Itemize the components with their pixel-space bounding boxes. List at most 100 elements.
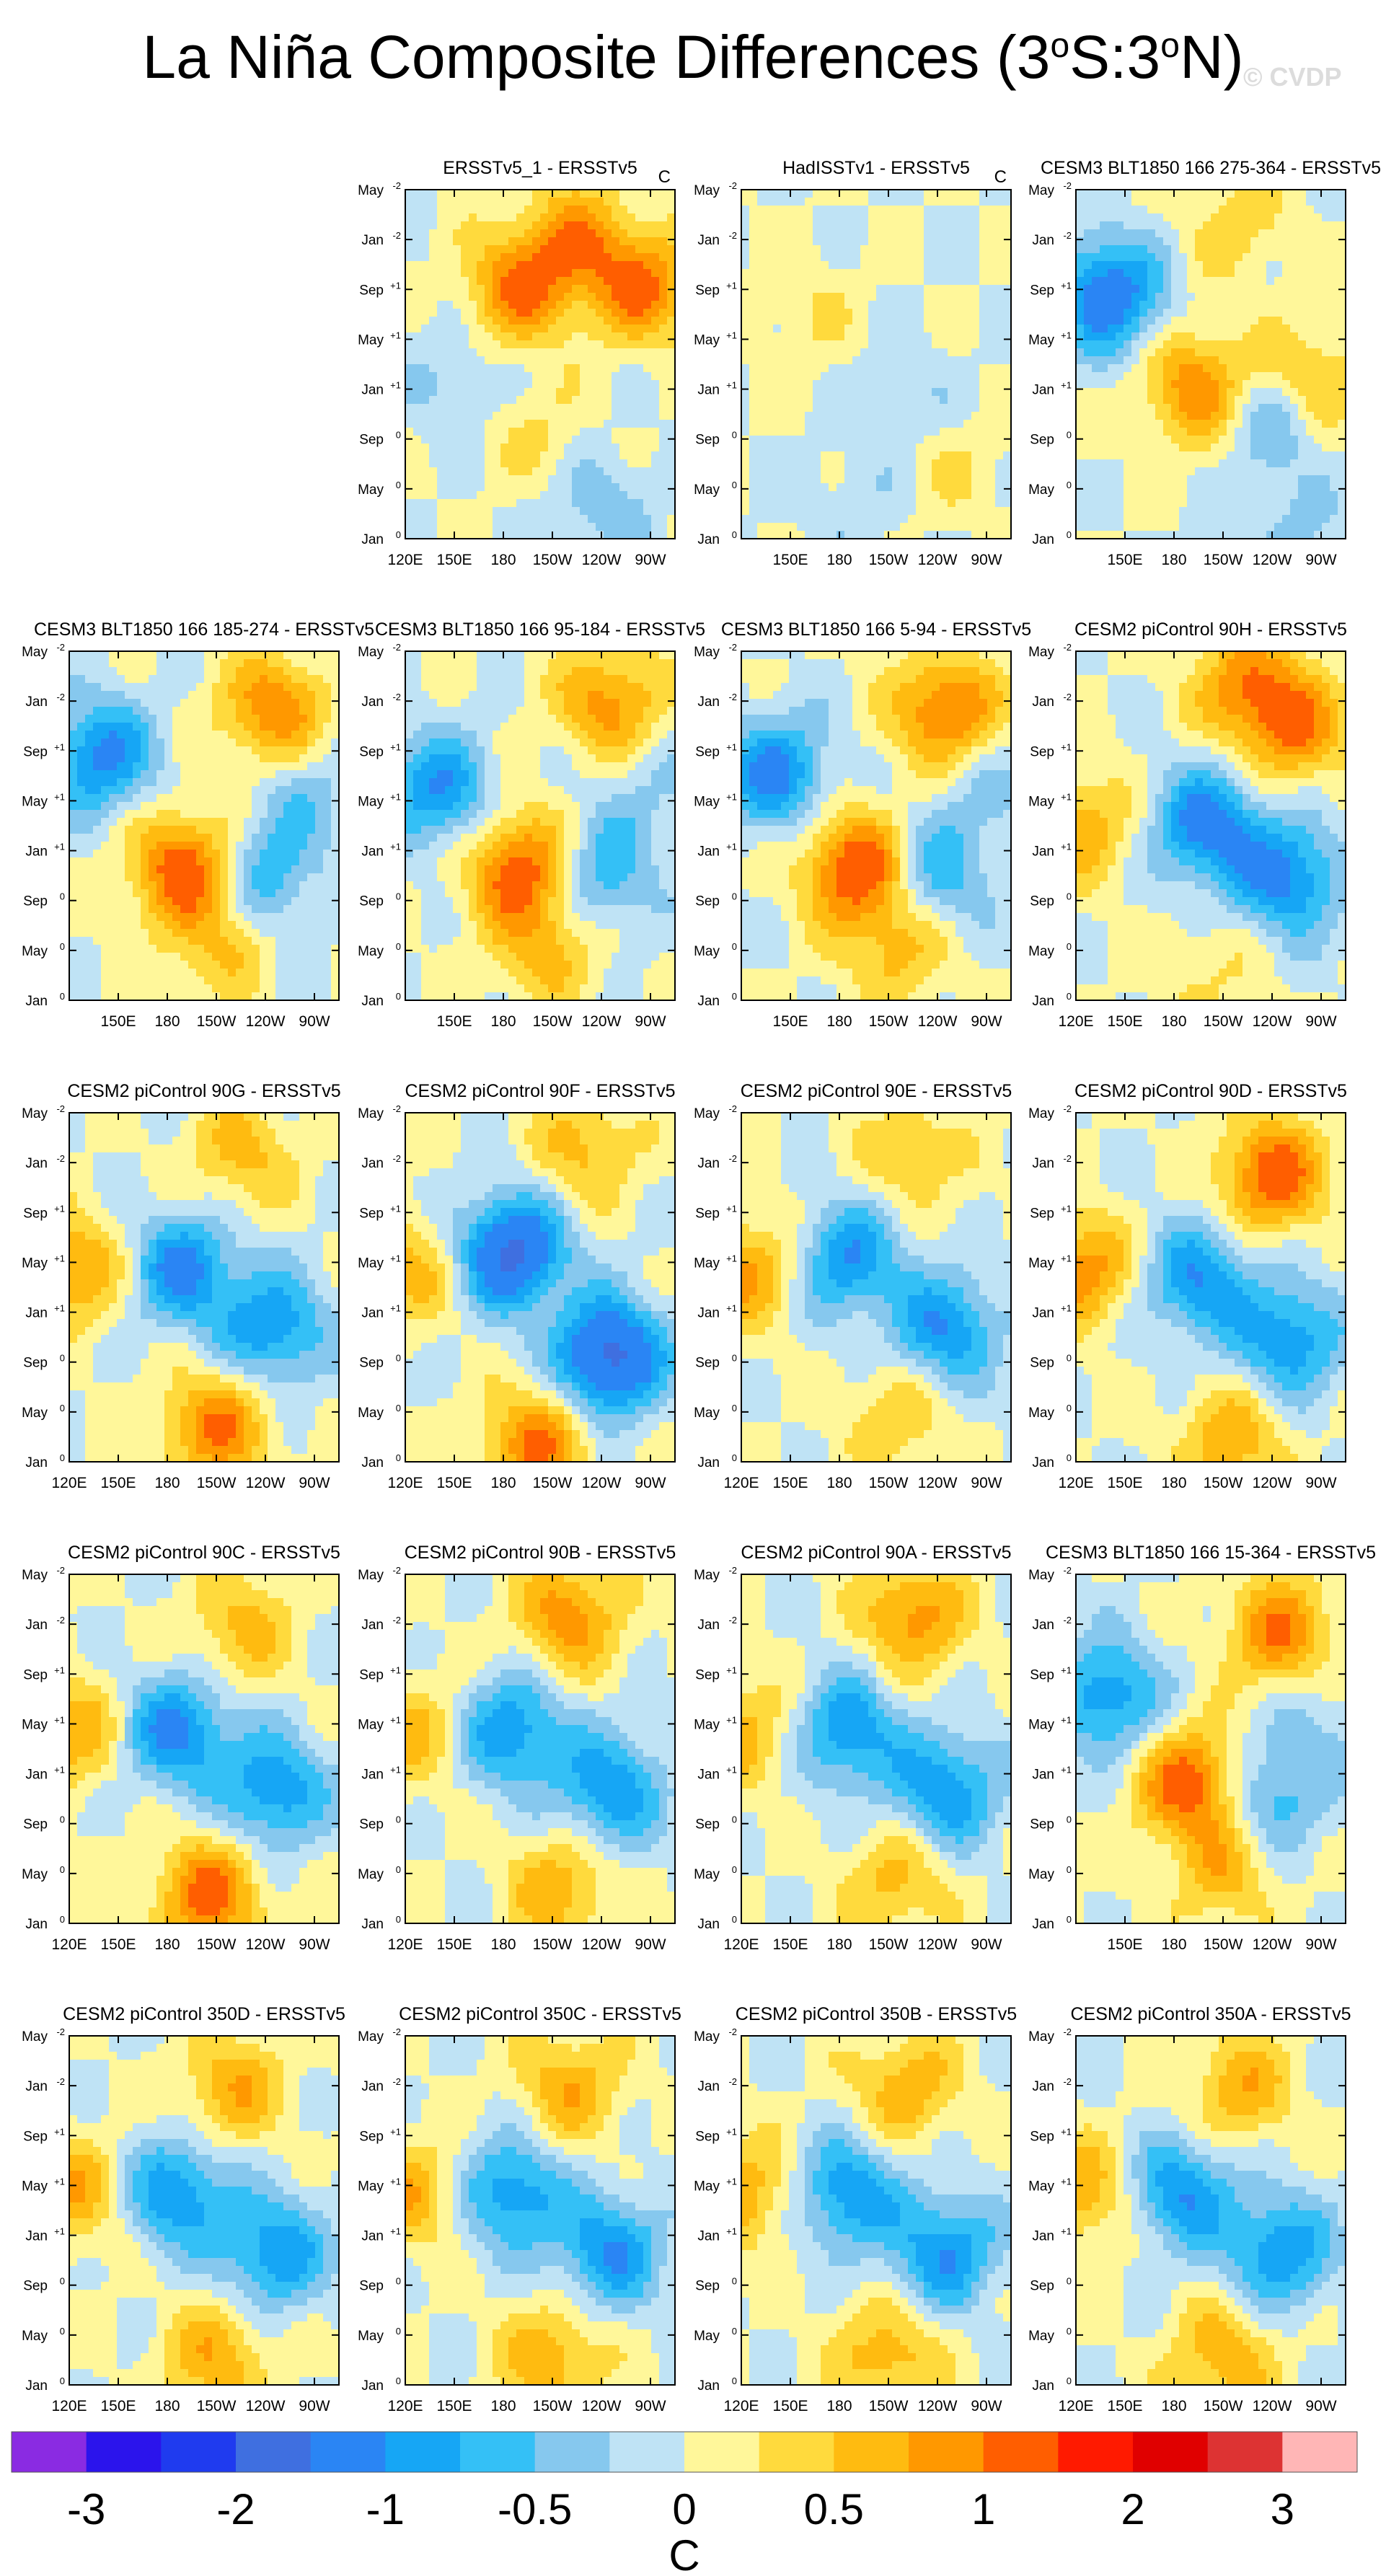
panel-field bbox=[69, 651, 339, 1000]
field-cells bbox=[405, 651, 675, 1000]
y-tick-sup: 0 bbox=[1067, 480, 1072, 490]
x-tick-label: 90W bbox=[635, 1475, 666, 1491]
colorbar-swatch bbox=[983, 2432, 1059, 2472]
y-tick-label: May bbox=[694, 1568, 720, 1583]
y-tick-label: Jan bbox=[361, 1306, 384, 1321]
x-tick-label: 180 bbox=[490, 1475, 516, 1491]
panel: CESM2 piControl 90A - ERSSTv5 May -2 Jan -2 S… bbox=[694, 1543, 1012, 1953]
y-tick-label: Jan bbox=[361, 2229, 384, 2244]
y-tick-label: Jan bbox=[697, 1917, 720, 1932]
x-tick-label: 150W bbox=[869, 1936, 909, 1953]
panel-field bbox=[1076, 1574, 1346, 1923]
y-tick-label: Sep bbox=[1030, 433, 1054, 448]
x-tick-label: 150E bbox=[1107, 552, 1142, 568]
x-tick-label: 180 bbox=[1161, 1936, 1186, 1953]
y-tick-label: May bbox=[22, 944, 48, 959]
x-tick-label: 120W bbox=[582, 1936, 622, 1953]
y-tick-label: May bbox=[1028, 1867, 1054, 1882]
x-tick-label: 150E bbox=[100, 1475, 136, 1491]
y-tick-sup: +1 bbox=[390, 330, 401, 340]
x-tick-label: 120W bbox=[1253, 1013, 1292, 1030]
y-tick-sup: +1 bbox=[1061, 1253, 1072, 1263]
panel: CESM2 piControl 90E - ERSSTv5 May -2 Jan -2 S… bbox=[694, 1081, 1012, 1491]
panel-frame bbox=[69, 650, 340, 1001]
y-tick-label: Jan bbox=[361, 2079, 384, 2094]
y-tick-sup: +1 bbox=[390, 2226, 401, 2237]
y-tick-sup: -2 bbox=[392, 1615, 401, 1626]
panel-field bbox=[405, 2036, 675, 2385]
y-tick-sup: 0 bbox=[396, 430, 401, 441]
y-tick-label: May bbox=[1028, 645, 1054, 660]
field-cells bbox=[741, 1113, 1011, 1462]
y-tick-label: Sep bbox=[1030, 1817, 1054, 1832]
panel-title: CESM3 BLT1850 166 15-364 - ERSSTv5 bbox=[1046, 1543, 1376, 1563]
y-tick-sup: -2 bbox=[728, 1153, 737, 1164]
y-tick-sup: 0 bbox=[396, 1452, 401, 1463]
y-tick-label: Sep bbox=[23, 744, 48, 759]
y-tick-label: Sep bbox=[359, 1356, 384, 1371]
x-tick-label: 120E bbox=[51, 1936, 87, 1953]
panel-frame bbox=[741, 1574, 1012, 1924]
x-tick-label: 150E bbox=[436, 1936, 472, 1953]
y-tick-sup: 0 bbox=[732, 529, 737, 540]
x-tick-label: 90W bbox=[1305, 552, 1336, 568]
colorbar-tick-label: -3 bbox=[67, 2485, 105, 2533]
y-tick-label: May bbox=[694, 1256, 720, 1271]
colorbar-tick-label: 0.5 bbox=[804, 2485, 864, 2533]
panel-field bbox=[1076, 190, 1346, 539]
y-tick-sup: -2 bbox=[392, 230, 401, 241]
y-tick-label: May bbox=[22, 1568, 48, 1583]
y-tick-sup: +1 bbox=[390, 1203, 401, 1214]
x-tick-label: 120E bbox=[723, 2398, 759, 2414]
y-tick-sup: +1 bbox=[54, 741, 65, 752]
x-tick-label: 90W bbox=[299, 1013, 330, 1030]
x-tick-label: 150W bbox=[533, 552, 573, 568]
y-tick-label: Sep bbox=[23, 1817, 48, 1832]
colorbar-swatch bbox=[12, 2432, 87, 2472]
y-tick-label: May bbox=[358, 794, 384, 809]
y-tick-sup: -2 bbox=[56, 692, 65, 702]
field-cells bbox=[741, 2036, 1011, 2385]
y-tick-label: May bbox=[1028, 482, 1054, 498]
y-tick-sup: +1 bbox=[54, 2226, 65, 2237]
y-tick-sup: 0 bbox=[1067, 2376, 1072, 2386]
x-tick-label: 150E bbox=[100, 1936, 136, 1953]
y-tick-label: Jan bbox=[697, 2378, 720, 2394]
y-tick-sup: -2 bbox=[392, 180, 401, 191]
y-tick-label: Jan bbox=[25, 1455, 48, 1470]
y-tick-label: May bbox=[358, 645, 384, 660]
y-tick-sup: 0 bbox=[1067, 1353, 1072, 1364]
y-tick-label: May bbox=[1028, 1106, 1054, 1121]
y-tick-label: Jan bbox=[1032, 2229, 1054, 2244]
x-tick-label: 120W bbox=[1253, 2398, 1292, 2414]
y-tick-sup: +1 bbox=[1061, 1714, 1072, 1725]
y-tick-label: May bbox=[694, 1406, 720, 1421]
y-tick-sup: +1 bbox=[1061, 1303, 1072, 1314]
y-tick-sup: 0 bbox=[1067, 1452, 1072, 1463]
y-tick-label: Sep bbox=[359, 1817, 384, 1832]
panel-title: ERSSTv5_1 - ERSSTv5 bbox=[443, 158, 637, 178]
panel-frame bbox=[741, 650, 1012, 1001]
y-tick-sup: -2 bbox=[728, 1565, 737, 1576]
colorbar-swatch bbox=[1133, 2432, 1209, 2472]
y-tick-label: Sep bbox=[1030, 744, 1054, 759]
y-tick-label: May bbox=[694, 1717, 720, 1732]
y-tick-label: May bbox=[22, 1106, 48, 1121]
field-cells bbox=[69, 2036, 339, 2385]
x-tick-label: 120E bbox=[1058, 2398, 1093, 2414]
y-tick-label: May bbox=[1028, 944, 1054, 959]
y-tick-label: Jan bbox=[361, 994, 384, 1009]
y-tick-label: May bbox=[22, 794, 48, 809]
y-tick-label: Jan bbox=[361, 1156, 384, 1171]
panel-frame bbox=[405, 2035, 676, 2386]
y-tick-sup: -2 bbox=[1063, 1103, 1072, 1114]
y-tick-label: Jan bbox=[1032, 383, 1054, 398]
y-tick-label: Jan bbox=[25, 844, 48, 860]
x-tick-label: 150W bbox=[1204, 1013, 1243, 1030]
colorbar-swatch bbox=[86, 2432, 162, 2472]
y-tick-sup: -2 bbox=[1063, 692, 1072, 702]
y-tick-sup: -2 bbox=[1063, 1615, 1072, 1626]
y-tick-sup: +1 bbox=[726, 330, 737, 340]
